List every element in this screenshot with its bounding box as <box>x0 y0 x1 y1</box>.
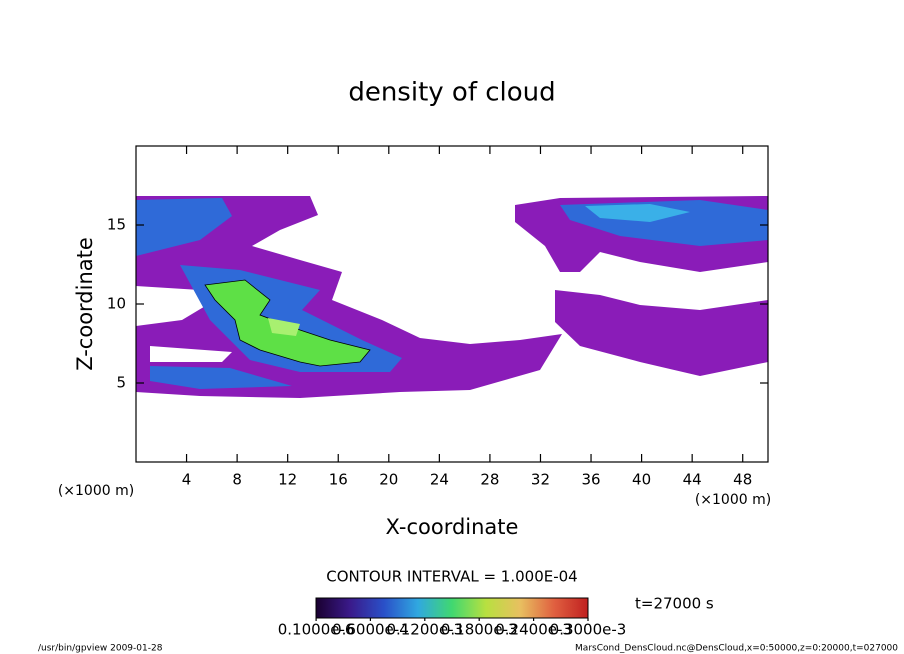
x-tick-label: 28 <box>480 471 499 489</box>
field-region <box>585 204 690 222</box>
chart-title: density of cloud <box>348 78 555 108</box>
contour-line <box>204 279 371 367</box>
x-tick-label: 12 <box>278 471 297 489</box>
field-gap <box>600 268 720 298</box>
field-gap <box>136 286 212 326</box>
time-label: t=27000 s <box>635 595 714 613</box>
y-tick-label: 15 <box>107 216 126 234</box>
x-tick-label: 20 <box>379 471 398 489</box>
y-axis-title: Z-coordinate <box>73 237 97 371</box>
x-axis-title: X-coordinate <box>386 515 519 539</box>
contour-field <box>136 196 768 398</box>
colorbar-label: 0.3000e-3 <box>550 621 627 639</box>
colorbar-label: 0.1800e-3 <box>441 621 518 639</box>
y-tick-label: 5 <box>116 374 126 392</box>
field-region <box>150 366 292 389</box>
x-tick-label: 16 <box>329 471 348 489</box>
x-tick-label: 36 <box>581 471 600 489</box>
x-tick-label: 48 <box>733 471 752 489</box>
contour-interval: CONTOUR INTERVAL = 1.000E-04 <box>326 568 577 586</box>
footer-left: /usr/bin/gpview 2009-01-28 <box>38 644 163 654</box>
field-region <box>205 280 370 366</box>
axis-unit: (×1000 m) <box>58 483 134 499</box>
x-tick-label: 24 <box>430 471 449 489</box>
x-tick-label: 40 <box>632 471 651 489</box>
colorbar-label: 0.1200e-3 <box>386 621 463 639</box>
x-tick-label: 44 <box>683 471 702 489</box>
axis-unit: (×1000 m) <box>695 492 771 508</box>
x-tick-label: 4 <box>182 471 192 489</box>
colorbar-label: 0.1000e-6 <box>278 621 355 639</box>
colorbar-label: 0.2400e-3 <box>495 621 572 639</box>
x-tick-label: 32 <box>531 471 550 489</box>
y-tick-label: 10 <box>107 295 126 313</box>
field-gap <box>150 346 232 362</box>
field-region <box>555 290 768 376</box>
colorbar-label: 0.6000e-4 <box>332 621 409 639</box>
field-region <box>268 318 300 336</box>
footer-right: MarsCond_DensCloud.nc@DensCloud,x=0:5000… <box>575 644 898 654</box>
x-tick-label: 8 <box>232 471 242 489</box>
colorbar <box>315 597 589 619</box>
field-region <box>136 198 232 256</box>
